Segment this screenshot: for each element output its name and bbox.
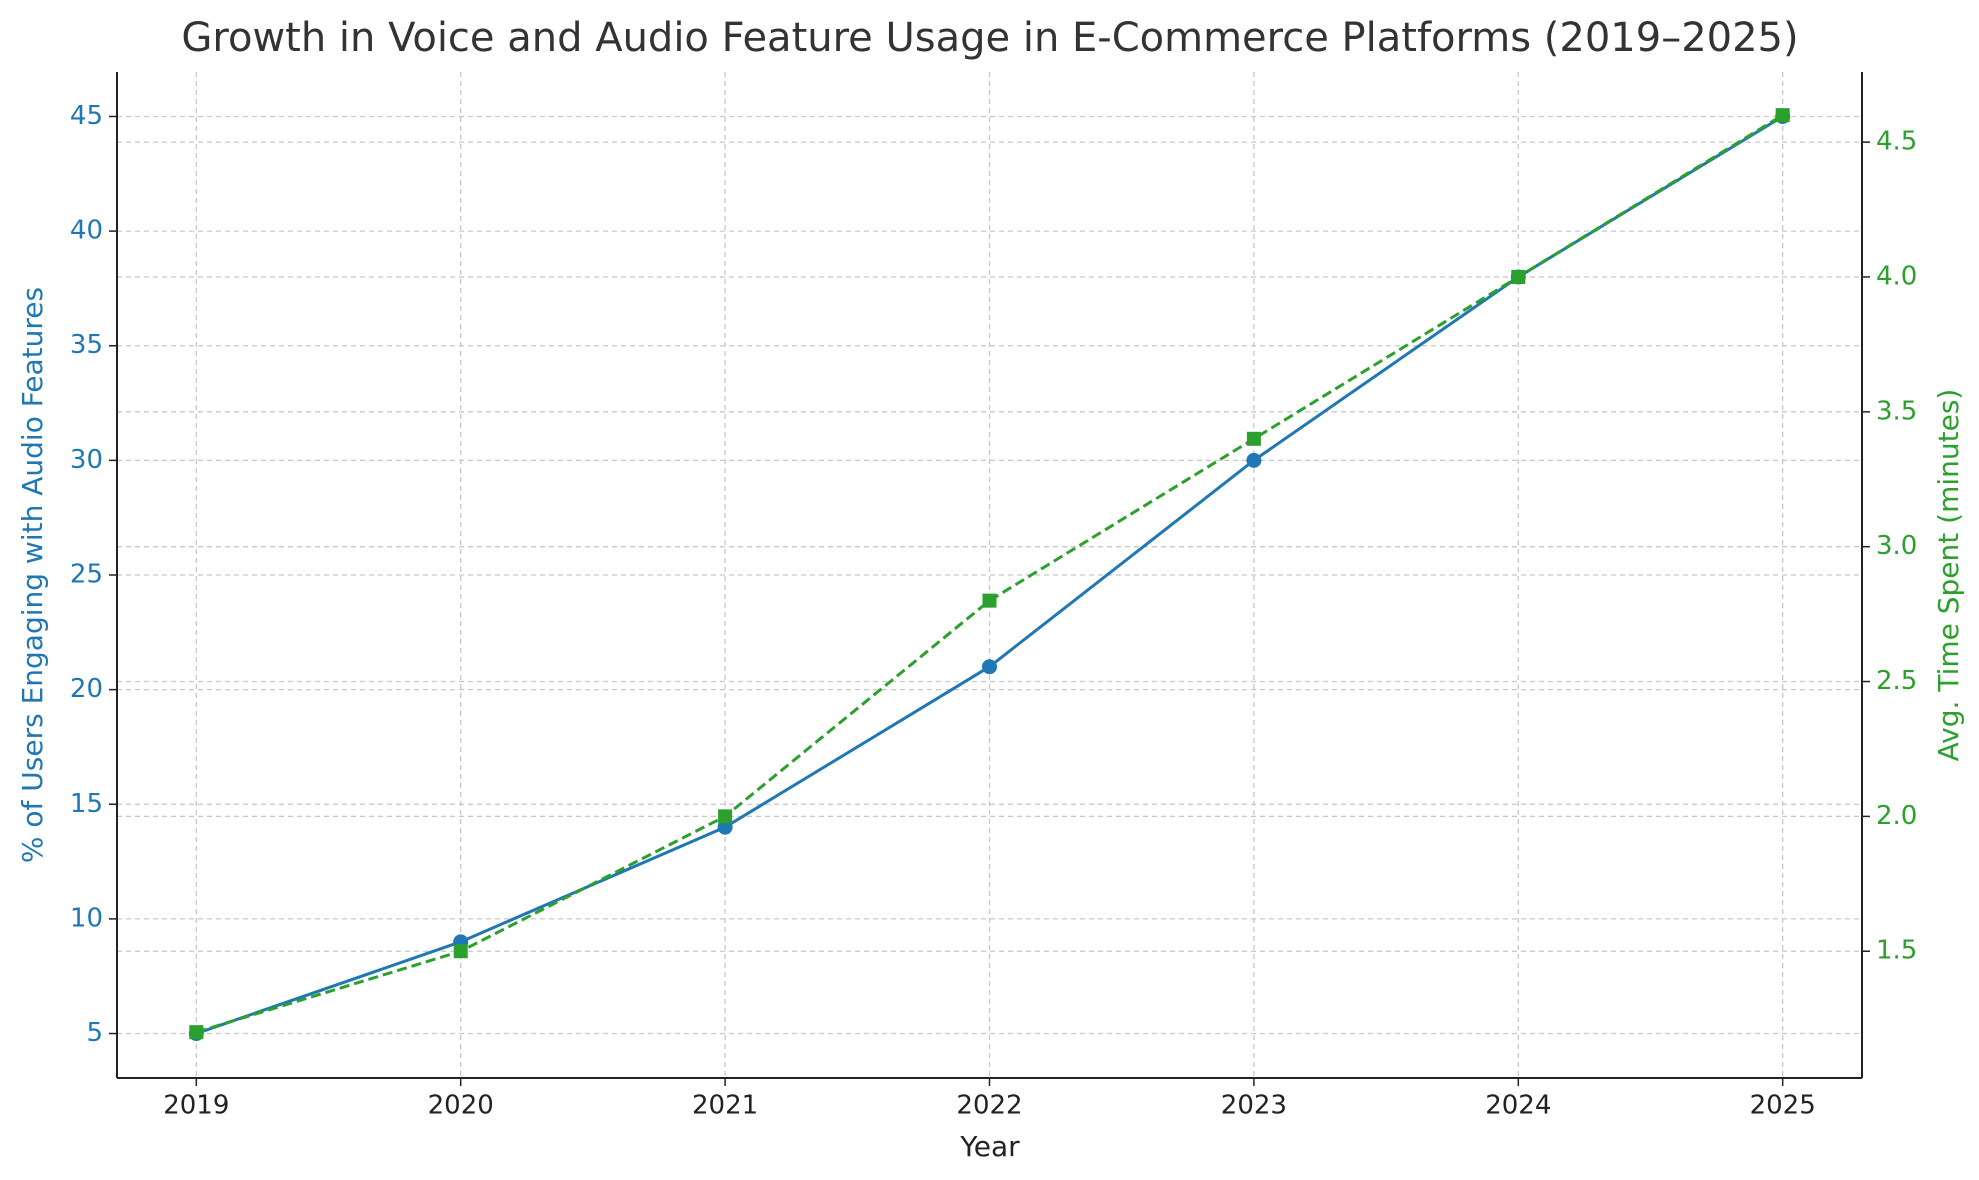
y-tick-label: 5: [86, 1018, 103, 1048]
x-tick-label: 2025: [1750, 1091, 1816, 1121]
y-tick-label: 45: [70, 101, 103, 131]
marker: [982, 593, 997, 608]
x-tick-label: 2019: [163, 1091, 229, 1121]
y2-tick-label: 2.5: [1876, 666, 1917, 696]
marker: [1511, 269, 1526, 284]
y-tick-label: 35: [70, 330, 103, 360]
x-tick-label: 2024: [1485, 1091, 1551, 1121]
y2-tick-label: 1.5: [1876, 936, 1917, 966]
x-tick-label: 2022: [956, 1091, 1022, 1121]
y-tick-label: 20: [70, 674, 103, 704]
y2-tick-label: 3.5: [1876, 396, 1917, 426]
marker: [1246, 431, 1261, 446]
marker: [1246, 452, 1262, 468]
y2-tick-label: 3.0: [1876, 531, 1917, 561]
x-axis-label: Year: [959, 1130, 1020, 1163]
marker: [189, 1025, 204, 1040]
y-tick-label: 30: [70, 445, 103, 475]
marker: [717, 819, 733, 835]
marker: [453, 944, 468, 959]
marker: [718, 809, 733, 824]
x-tick-label: 2020: [428, 1091, 494, 1121]
marker: [1775, 108, 1790, 123]
y-axis-label: % of Users Engaging with Audio Features: [16, 287, 49, 863]
chart-title: Growth in Voice and Audio Feature Usage …: [181, 15, 1798, 61]
y2-axis-label: Avg. Time Spent (minutes): [1932, 389, 1965, 762]
x-tick-label: 2021: [692, 1091, 758, 1121]
y-tick-label: 25: [70, 560, 103, 590]
x-tick-label: 2023: [1221, 1091, 1287, 1121]
y2-tick-label: 4.5: [1876, 127, 1917, 157]
marker: [982, 659, 997, 675]
y-tick-label: 15: [70, 789, 103, 819]
y-tick-label: 10: [70, 903, 103, 933]
y2-tick-label: 4.0: [1876, 261, 1917, 291]
y2-tick-label: 2.0: [1876, 801, 1917, 831]
y-tick-label: 40: [70, 216, 103, 246]
